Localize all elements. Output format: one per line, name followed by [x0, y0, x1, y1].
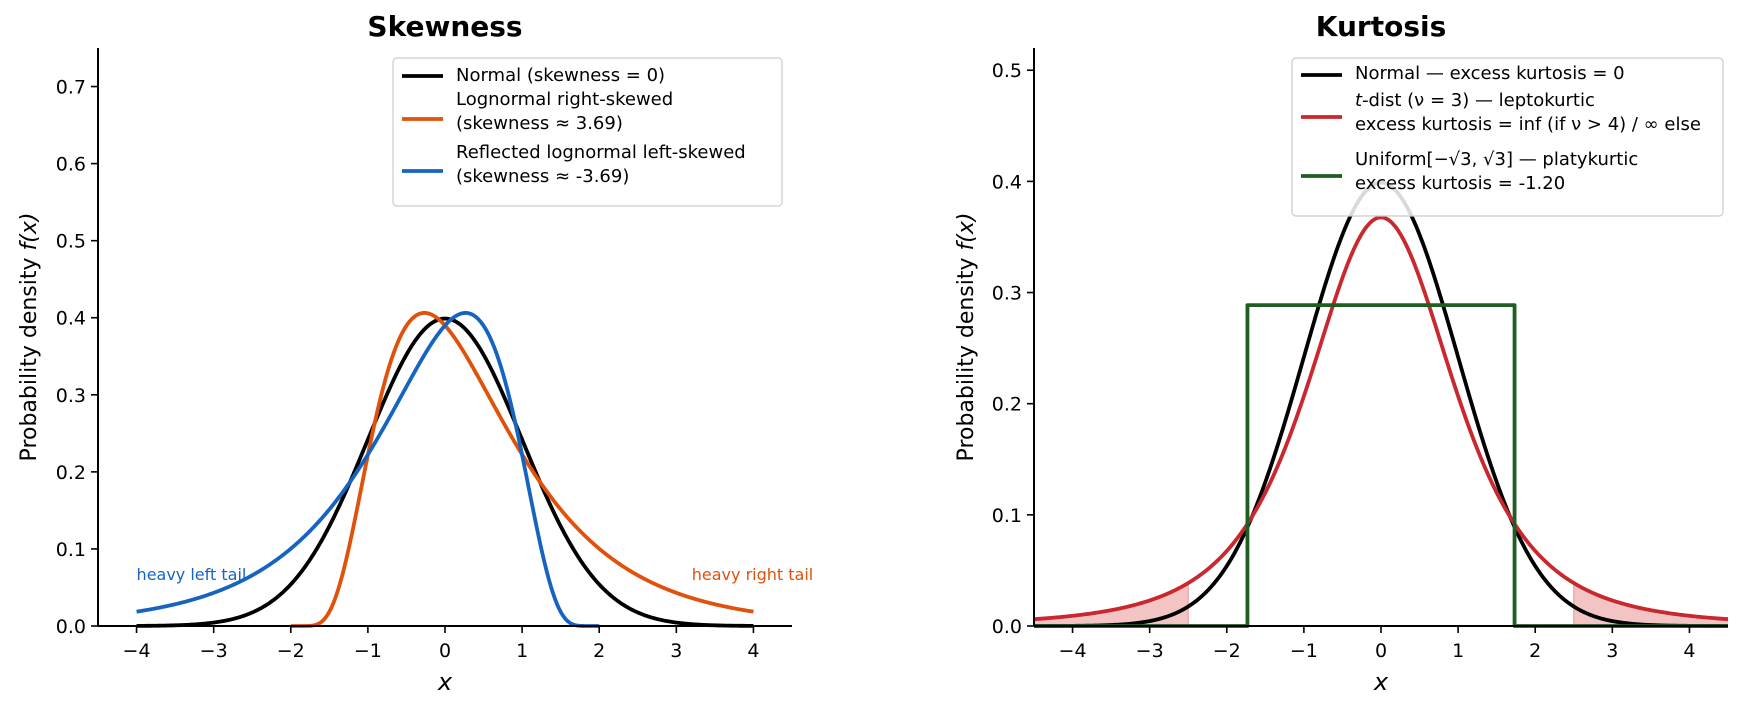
x-tick-label: 0	[439, 640, 451, 662]
y-tick-label: 0.6	[56, 154, 86, 176]
legend-label: Reflected lognormal left-skewed	[456, 142, 746, 163]
series-line-2	[1034, 303, 1728, 628]
legend-label: (skewness ≈ -3.69)	[456, 166, 629, 187]
x-tick-label: 2	[593, 640, 605, 662]
annotation-text: heavy right tail	[692, 565, 813, 584]
x-tick-label: 4	[1683, 640, 1695, 662]
kurtosis-panel: −4 −3 −2 −1 0 1 2 3 4 0.0 0.1 0.2 0.3 0.4 0.5 Kurtosis x…	[954, 10, 1729, 696]
y-tick-label: 0.5	[56, 231, 86, 253]
legend-box	[392, 57, 783, 207]
x-tick-label: 3	[670, 640, 682, 662]
y-axis-label: Probability density f(x)	[17, 213, 42, 462]
y-tick-label: 0.1	[992, 505, 1022, 527]
y-tick-label: 0.3	[992, 283, 1022, 305]
y-tick-label: 0.7	[56, 77, 86, 99]
annotation-text: heavy left tail	[137, 565, 247, 584]
y-tick-label: 0.0	[992, 616, 1022, 638]
chart-title: Kurtosis	[1316, 10, 1447, 43]
x-tick-label: −3	[1136, 640, 1164, 662]
legend-label: Normal — excess kurtosis = 0	[1355, 63, 1625, 84]
x-tick-label: −4	[123, 640, 151, 662]
legend-box	[1291, 57, 1724, 217]
x-tick-label: 3	[1606, 640, 1618, 662]
legend-label: Normal (skewness = 0)	[456, 65, 665, 86]
y-axis-label: Probability density f(x)	[954, 213, 979, 462]
y-tick-label: 0.2	[992, 394, 1022, 416]
x-tick-label: −4	[1059, 640, 1087, 662]
x-tick-label: 1	[516, 640, 528, 662]
y-tick-label: 0.4	[56, 308, 86, 330]
legend-label: excess kurtosis = inf (if ν > 4) / ∞ els…	[1355, 114, 1701, 135]
legend-label: Lognormal right-skewed	[456, 89, 673, 110]
legend-label: excess kurtosis = -1.20	[1355, 173, 1565, 194]
x-axis-label: x	[437, 668, 453, 696]
series-line-2	[135, 311, 600, 628]
y-tick-label: 0.2	[56, 462, 86, 484]
x-tick-label: −2	[277, 640, 305, 662]
y-tick-label: 0.4	[992, 171, 1022, 193]
legend-label: (skewness ≈ 3.69)	[456, 113, 623, 134]
x-tick-label: 1	[1452, 640, 1464, 662]
right-tail-shade	[1573, 583, 1728, 626]
x-tick-label: 0	[1375, 640, 1387, 662]
x-tick-label: 2	[1529, 640, 1541, 662]
skewness-panel: −4 −3 −2 −1 0 1 2 3 4 0.0 0.1 0.2 0.3 0.4 0.5 0.6 0.7 Ske…	[17, 10, 813, 696]
y-tick-label: 0.1	[56, 539, 86, 561]
left-tail-shade	[1034, 583, 1189, 626]
x-tick-label: −1	[354, 640, 382, 662]
legend-label: Uniform[−√3, √3] — platykurtic	[1355, 149, 1638, 170]
series-line-0	[136, 316, 754, 628]
series-line-0	[1033, 180, 1729, 628]
x-tick-label: 4	[747, 640, 759, 662]
x-tick-label: −3	[200, 640, 228, 662]
y-tick-label: 0.3	[56, 385, 86, 407]
legend-label: t-dist (ν = 3) — leptokurtic	[1355, 90, 1595, 111]
x-tick-label: −2	[1213, 640, 1241, 662]
x-axis-label: x	[1373, 668, 1389, 696]
series-line-1	[1033, 215, 1729, 622]
y-tick-label: 0.0	[56, 616, 86, 638]
chart-title: Skewness	[367, 10, 522, 43]
y-tick-label: 0.5	[992, 60, 1022, 82]
x-tick-label: −1	[1290, 640, 1318, 662]
